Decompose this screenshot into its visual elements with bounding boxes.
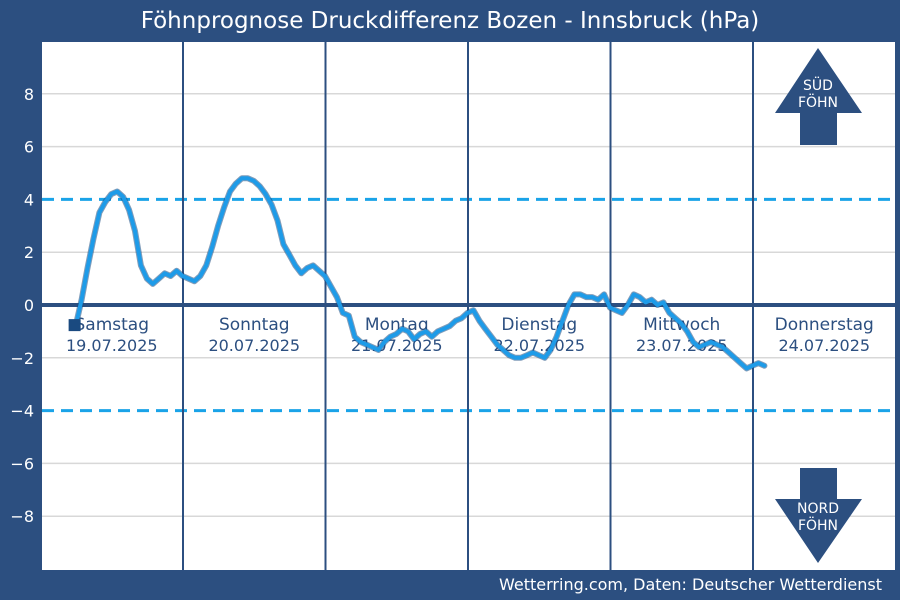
series-layer (68, 175, 768, 372)
y-tick-label: −8 (10, 507, 34, 526)
day-date-label: 24.07.2025 (778, 336, 870, 355)
y-tick-label: −6 (10, 454, 34, 473)
arrow-up-label: SÜD (803, 76, 833, 94)
day-date-label: 22.07.2025 (493, 336, 585, 355)
arrow-up-label: FÖHN (798, 93, 838, 111)
y-tick-label: 6 (24, 138, 34, 157)
day-date-label: 20.07.2025 (208, 336, 300, 355)
series-start-marker (68, 319, 81, 332)
arrow-down-label: FÖHN (798, 516, 838, 534)
y-tick-label: −2 (10, 349, 34, 368)
day-name-label: Sonntag (219, 315, 290, 335)
y-tick-label: 0 (24, 296, 34, 315)
chart-title: Föhnprognose Druckdifferenz Bozen - Inns… (140, 8, 760, 34)
y-tick-label: 4 (24, 190, 34, 209)
day-date-label: 23.07.2025 (636, 336, 728, 355)
series-line (73, 176, 767, 371)
day-name-label: Donnerstag (775, 315, 874, 335)
arrow-down-label: NORD (797, 501, 839, 517)
arrow-down-icon (775, 468, 862, 563)
day-name-label: Samstag (75, 315, 150, 335)
y-tick-label: 8 (24, 85, 34, 104)
y-tick-label: 2 (24, 243, 34, 262)
day-date-label: 19.07.2025 (66, 336, 158, 355)
y-tick-layer: 8 6 4 2 0 −2 −4 −6 −8 (10, 85, 34, 526)
arrow-up-icon (775, 48, 862, 145)
data-source-credit: Wetterring.com, Daten: Deutscher Wetterd… (499, 575, 882, 594)
y-tick-label: −4 (10, 402, 34, 421)
day-name-label: Montag (365, 315, 429, 335)
